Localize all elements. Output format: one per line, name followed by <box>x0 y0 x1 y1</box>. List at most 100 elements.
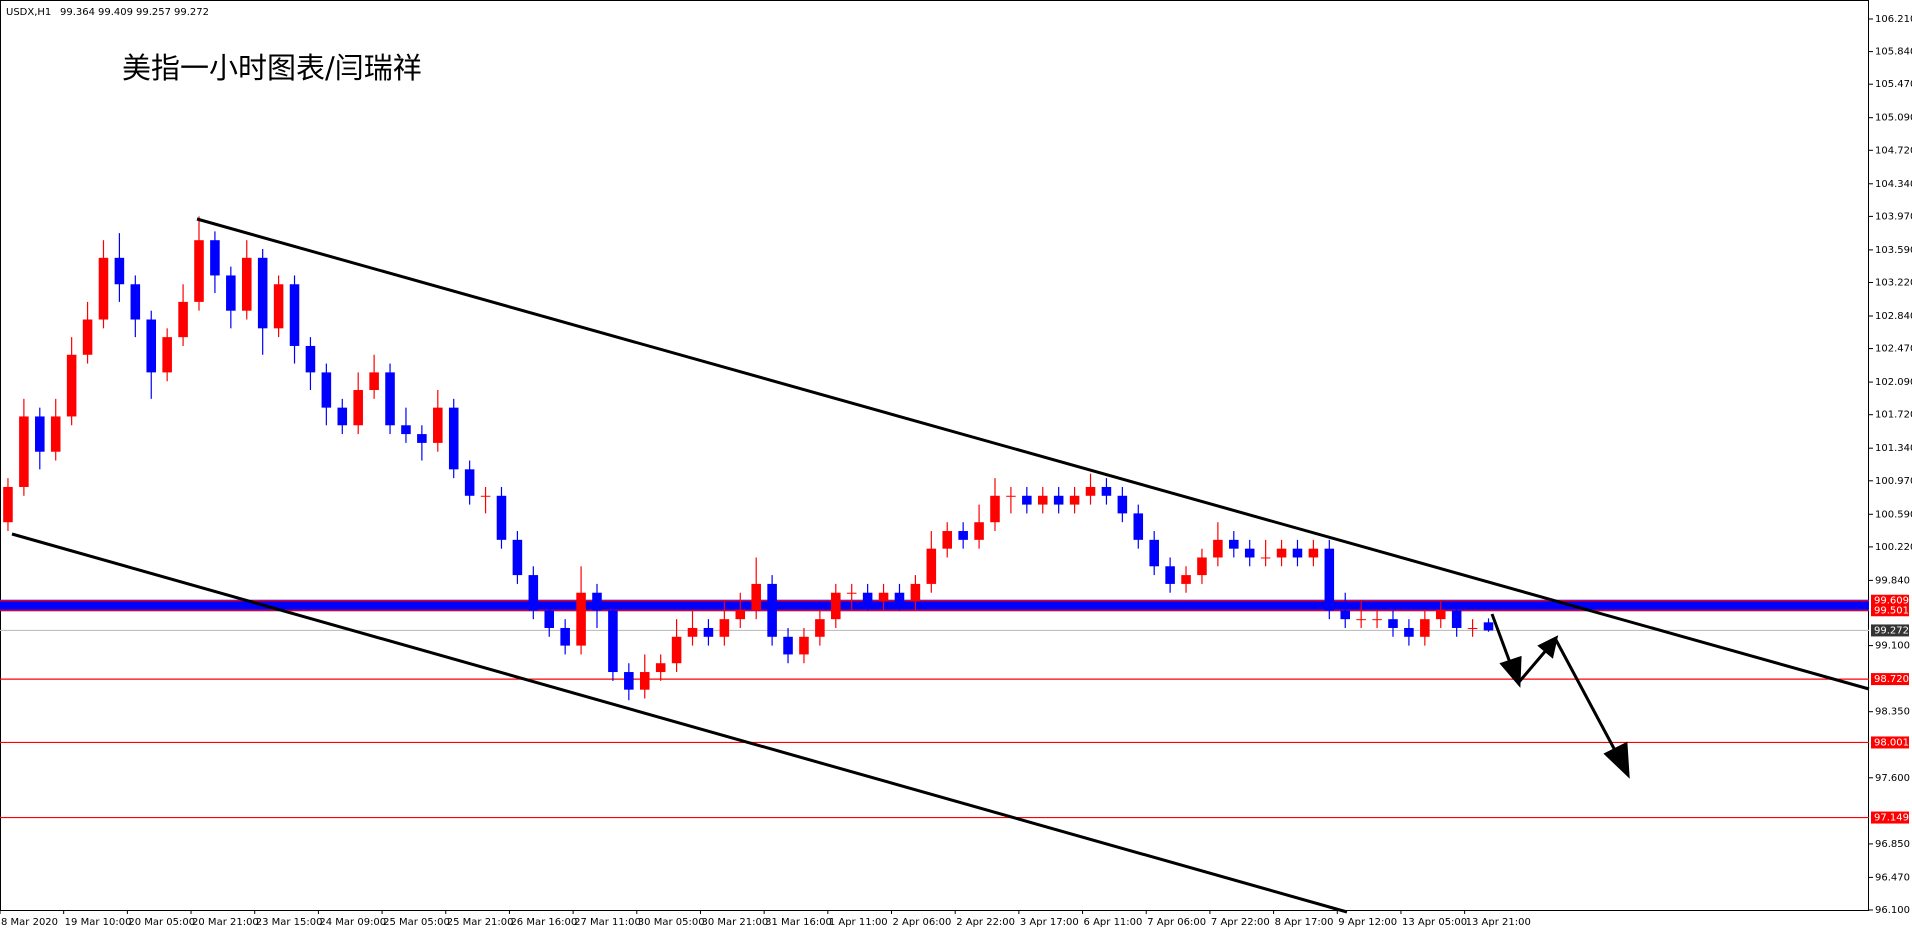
candle-body <box>1069 495 1080 505</box>
candle-body <box>210 240 220 276</box>
x-tick-label: 2 Apr 06:00 <box>893 917 952 928</box>
x-tick-label: 20 Mar 21:00 <box>192 917 259 928</box>
candle-body <box>369 372 379 391</box>
x-tick-label: 7 Apr 22:00 <box>1211 917 1270 928</box>
candle-body <box>417 434 427 443</box>
candle-body <box>528 575 539 611</box>
candle-body <box>735 610 746 620</box>
x-tick-label: 1 Apr 11:00 <box>829 917 888 928</box>
plot-frame <box>0 0 1869 911</box>
ohlc-high: 99.409 <box>98 7 133 18</box>
y-tick-label: 102.090 <box>1875 377 1912 388</box>
y-tick-label: 96.850 <box>1875 839 1910 850</box>
arrow-segment <box>1517 647 1550 683</box>
candle-body <box>35 416 45 452</box>
ohlc-close: 99.272 <box>174 7 209 18</box>
candle-body <box>1340 610 1351 620</box>
candle-body <box>512 539 523 576</box>
candle-body <box>783 636 793 655</box>
candle-body <box>624 672 634 690</box>
level-box <box>1871 736 1909 749</box>
candle-body <box>703 627 714 637</box>
level-label: 98.720 <box>1874 674 1909 685</box>
candle-body <box>687 627 698 637</box>
candle-body <box>655 663 666 673</box>
level-label: 99.272 <box>1874 625 1909 636</box>
y-tick-label: 96.470 <box>1875 872 1910 883</box>
candle-body <box>1165 566 1175 584</box>
candle-body <box>1388 619 1398 628</box>
forecast-arrows <box>1490 613 1630 779</box>
candle-body <box>1372 619 1382 621</box>
candle-body <box>1483 622 1494 631</box>
candle-body <box>862 592 873 602</box>
candle-body <box>767 583 777 637</box>
candle-body <box>1037 495 1048 505</box>
level-box <box>1871 594 1909 607</box>
axes: 106.210 105.840 105.470 105.090 104.720 104.3… <box>0 14 1912 928</box>
candle-body <box>98 257 109 320</box>
candle-body <box>226 275 236 311</box>
y-tick-label: 103.970 <box>1875 211 1912 222</box>
x-tick-label: 25 Mar 21:00 <box>447 917 514 928</box>
candle-body <box>815 619 825 637</box>
candle-body <box>50 416 61 452</box>
candle-body <box>1467 627 1478 629</box>
candle-body <box>639 672 650 690</box>
y-tick-label: 101.720 <box>1875 410 1912 421</box>
chart-title: 美指一小时图表/闫瑞祥 <box>122 51 422 85</box>
candle-body <box>353 390 363 426</box>
candle-body <box>910 583 921 602</box>
candle-body <box>846 592 857 594</box>
level-box <box>1871 811 1909 824</box>
resistance-zone <box>0 599 1869 612</box>
candle-body <box>1420 619 1430 637</box>
y-tick-label: 101.340 <box>1875 443 1912 454</box>
trend-line-lower <box>11 532 1348 914</box>
x-tick-label: 26 Mar 16:00 <box>510 917 577 928</box>
candle-body <box>19 416 29 487</box>
x-tick-label: 25 Mar 05:00 <box>383 917 450 928</box>
x-tick-label: 23 Mar 15:00 <box>256 917 323 928</box>
level-label: 97.149 <box>1874 813 1909 824</box>
candle-body <box>337 407 348 426</box>
arrow-segment <box>1554 639 1620 757</box>
x-tick-label: 13 Apr 21:00 <box>1466 917 1531 928</box>
candle-body <box>448 407 459 470</box>
x-tick-label: 20 Mar 05:00 <box>128 917 195 928</box>
candle-body <box>257 257 268 329</box>
y-tick-label: 96.100 <box>1875 905 1910 916</box>
candle-body <box>162 337 172 373</box>
y-tick-label: 100.590 <box>1875 509 1912 520</box>
candle-body <box>831 592 841 620</box>
candle-body <box>1101 486 1112 496</box>
candle-body <box>1324 548 1335 611</box>
y-tick-label: 103.220 <box>1875 277 1912 288</box>
candle-body <box>974 522 984 540</box>
arrow-head <box>1603 741 1630 779</box>
arrow-segment <box>1490 613 1514 669</box>
candle-body <box>990 495 1000 523</box>
x-tick-label: 7 Apr 06:00 <box>1147 917 1206 928</box>
y-tick-label: 105.470 <box>1875 79 1912 90</box>
y-tick-label: 106.210 <box>1875 14 1912 25</box>
candle-body <box>146 319 157 373</box>
candle-body <box>751 583 761 611</box>
candle-body <box>1117 495 1128 514</box>
level-label: 99.609 <box>1874 596 1909 607</box>
x-tick-label: 30 Mar 05:00 <box>638 917 705 928</box>
level-box <box>1871 624 1909 637</box>
y-tick-label: 103.590 <box>1875 245 1912 256</box>
candle-body <box>942 531 953 549</box>
candle-body <box>926 548 937 584</box>
y-tick-label: 105.090 <box>1875 113 1912 124</box>
candle-body <box>3 486 13 523</box>
candle-body <box>878 592 889 602</box>
candle-body <box>1229 539 1239 549</box>
level-box <box>1871 604 1909 617</box>
y-tick-label: 97.600 <box>1875 773 1910 784</box>
candle-body <box>1006 495 1016 497</box>
candle-body <box>592 592 602 611</box>
